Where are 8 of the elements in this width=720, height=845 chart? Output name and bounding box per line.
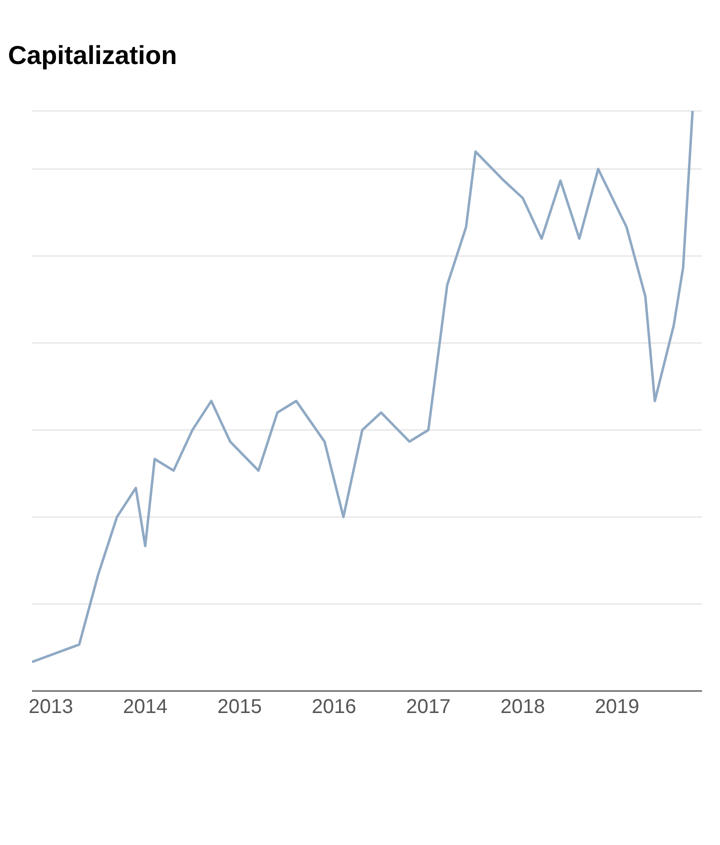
x-tick-label: 2016 [312,696,356,718]
x-tick-label: 2015 [217,696,262,718]
x-tick-label: 2014 [122,696,168,718]
chart-title: Capitalization [8,40,178,71]
x-tick-label: 2018 [500,696,545,718]
x-tick-label: 2019 [594,696,640,718]
x-tick-label: 2013 [28,696,74,718]
x-tick-label: 2017 [406,696,451,718]
